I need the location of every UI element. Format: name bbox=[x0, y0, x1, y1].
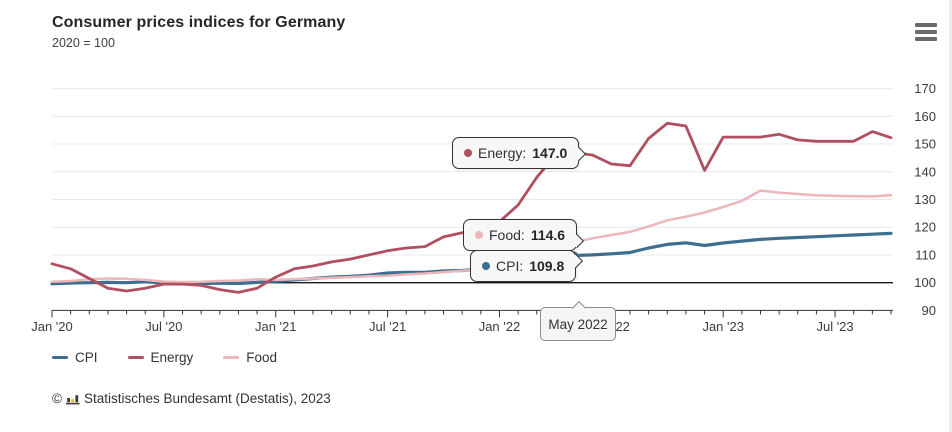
hamburger-icon bbox=[915, 30, 937, 34]
tooltip-cpi: CPI: 109.8 bbox=[470, 250, 583, 282]
chart-subtitle: 2020 = 100 bbox=[52, 36, 115, 50]
x-axis-label: Jan '23 bbox=[702, 319, 744, 334]
xaxis-crosshair-label: May 2022 bbox=[540, 300, 616, 341]
tooltip-energy: Energy: 147.0 bbox=[452, 137, 586, 169]
y-axis-label: 120 bbox=[914, 220, 936, 235]
legend-label-food: Food bbox=[246, 350, 278, 365]
y-axis-label: 160 bbox=[914, 109, 936, 124]
tooltip-energy-label: Energy: bbox=[478, 145, 527, 161]
legend-item-energy[interactable]: Energy bbox=[127, 350, 194, 365]
tooltip-food-label: Food: bbox=[489, 227, 525, 243]
tooltip-cpi-label: CPI: bbox=[496, 258, 524, 274]
hamburger-icon bbox=[915, 23, 937, 27]
scrollbar-track[interactable] bbox=[949, 0, 952, 432]
chart-legend: CPI Energy Food bbox=[52, 350, 277, 365]
y-axis-label: 90 bbox=[922, 303, 936, 318]
energy-dot-icon bbox=[464, 149, 472, 157]
food-dot-icon bbox=[475, 231, 483, 239]
cpi-dot-icon bbox=[482, 262, 490, 270]
y-axis-label: 110 bbox=[915, 247, 936, 262]
x-axis-label: Jul '21 bbox=[369, 319, 406, 334]
tooltip-food-value: 114.6 bbox=[530, 227, 566, 243]
energy-line-swatch-icon bbox=[127, 356, 144, 359]
y-axis-label: 150 bbox=[914, 137, 936, 152]
y-axis-label: 140 bbox=[914, 164, 936, 179]
xaxis-crosshair-text: May 2022 bbox=[548, 316, 608, 332]
cpi-line-swatch-icon bbox=[52, 356, 68, 359]
tooltip-cpi-value: 109.8 bbox=[529, 258, 565, 274]
copyright-symbol: © bbox=[52, 391, 62, 406]
chart-header: Consumer prices indices for Germany 2020… bbox=[52, 14, 345, 50]
context-menu-button[interactable] bbox=[915, 23, 937, 41]
y-axis-label: 170 bbox=[914, 81, 936, 96]
destatis-bars-icon bbox=[65, 395, 80, 405]
x-axis-label: Jul '23 bbox=[816, 319, 853, 334]
x-axis-label: Jan '21 bbox=[255, 319, 297, 334]
tooltip-food: Food: 114.6 bbox=[463, 219, 584, 251]
legend-label-energy: Energy bbox=[150, 350, 194, 365]
legend-item-cpi[interactable]: CPI bbox=[52, 350, 98, 365]
source-credit-text: Statistisches Bundesamt (Destatis), 2023 bbox=[83, 391, 331, 406]
x-axis-label: Jul '20 bbox=[145, 319, 182, 334]
y-axis-label: 130 bbox=[914, 192, 936, 207]
legend-label-cpi: CPI bbox=[75, 350, 98, 365]
hamburger-icon bbox=[915, 37, 937, 41]
y-axis-label: 100 bbox=[914, 275, 936, 290]
food-line-swatch-icon bbox=[223, 356, 240, 359]
chart-title: Consumer prices indices for Germany bbox=[52, 14, 346, 31]
x-axis-label: Jan '22 bbox=[479, 319, 521, 334]
source-credit: © Statistisches Bundesamt (Destatis), 20… bbox=[52, 391, 331, 406]
legend-item-food[interactable]: Food bbox=[223, 350, 277, 365]
x-axis-label: Jan '20 bbox=[31, 319, 73, 334]
tooltip-energy-value: 147.0 bbox=[532, 145, 568, 161]
